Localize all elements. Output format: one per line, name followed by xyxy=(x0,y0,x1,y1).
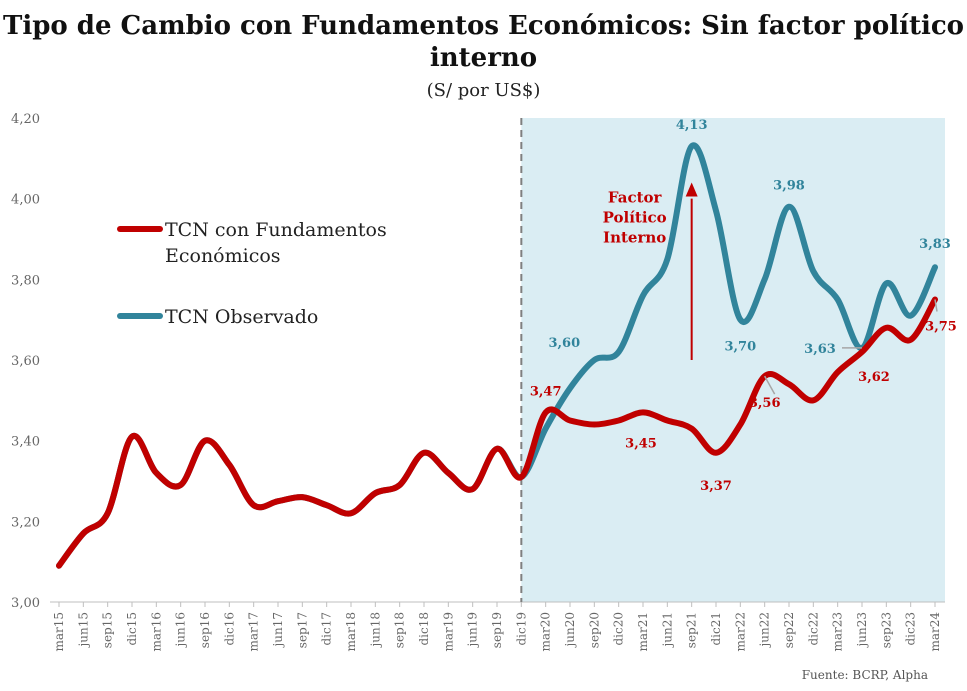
annotation-text-line: Interno xyxy=(603,229,666,247)
series-line-fundamentals xyxy=(56,296,938,569)
data-label-fundamentals: 3,56 xyxy=(749,396,781,411)
x-tick-label: mar16 xyxy=(149,612,163,652)
data-label-fundamentals: 3,45 xyxy=(625,436,657,451)
source-note: Fuente: BCRP, Alpha xyxy=(802,668,928,682)
data-label-fundamentals: 3,75 xyxy=(925,320,957,335)
x-tick-label: dic18 xyxy=(417,612,431,646)
annotation-factor: Factor Político Interno xyxy=(603,182,698,360)
annotation-arrow-head xyxy=(685,182,698,197)
annotation-text: Factor Político Interno xyxy=(603,189,667,247)
x-tick-label: mar19 xyxy=(441,612,455,652)
x-tick-label: dic16 xyxy=(222,612,236,646)
x-tick-label: mar22 xyxy=(733,612,747,652)
data-label-observed: 3,63 xyxy=(804,342,836,357)
x-tick-label: sep17 xyxy=(295,612,309,648)
x-tick-label: dic19 xyxy=(514,612,528,646)
x-tick-label: jun16 xyxy=(174,612,188,648)
x-tick-label: jun23 xyxy=(855,612,869,648)
shaded-region xyxy=(521,118,945,602)
chart-title-text: Tipo de Cambio con Fundamentos Económico… xyxy=(2,11,965,73)
data-label-fundamentals: 3,37 xyxy=(700,479,732,494)
y-axis: 3,00 3,20 3,40 3,60 3,80 4,00 4,20 xyxy=(11,112,945,611)
x-tick-label: sep15 xyxy=(101,612,115,648)
annotation-text-line: Factor xyxy=(608,189,663,207)
x-tick-label: jun15 xyxy=(76,612,90,648)
legend-label-fundamentals-line2: Económicos xyxy=(165,245,281,267)
legend-label-observed: TCN Observado xyxy=(165,306,318,328)
chart-subtitle: (S/ por US$) xyxy=(426,80,541,101)
x-tick-label: jun20 xyxy=(563,612,577,648)
x-tick-label: mar18 xyxy=(344,612,358,652)
x-tick-label: sep18 xyxy=(393,612,407,648)
x-tick-label: dic15 xyxy=(125,612,139,646)
legend-label-fundamentals-line1: TCN con Fundamentos xyxy=(165,219,387,241)
data-label-observed: 3,60 xyxy=(548,336,580,351)
x-tick-label: mar15 xyxy=(52,612,66,652)
x-tick-label: jun18 xyxy=(368,612,382,648)
y-tick-label: 3,20 xyxy=(11,515,40,530)
x-tick-label: sep19 xyxy=(490,612,504,648)
data-label-observed: 4,13 xyxy=(676,118,708,133)
x-tick-label: jun17 xyxy=(271,612,285,648)
y-tick-label: 3,00 xyxy=(11,596,40,611)
data-label-observed: 3,98 xyxy=(773,179,805,194)
x-tick-label: mar21 xyxy=(636,612,650,652)
y-tick-label: 3,80 xyxy=(11,273,40,288)
legend-label-observed-line1: TCN Observado xyxy=(165,306,318,328)
data-label-observed: 3,70 xyxy=(724,340,756,355)
x-tick-label: sep23 xyxy=(879,612,893,648)
legend-label-fundamentals: TCN con Fundamentos Económicos xyxy=(165,219,393,267)
label-leader-line xyxy=(934,299,938,312)
x-tick-label: sep20 xyxy=(587,612,601,648)
x-tick-label: mar17 xyxy=(247,612,261,652)
x-tick-label: dic21 xyxy=(709,612,723,646)
x-tick-label: jun21 xyxy=(660,612,674,648)
x-tick-label: mar20 xyxy=(539,612,553,652)
annotation-text-line: Político xyxy=(603,209,667,227)
y-tick-label: 3,60 xyxy=(11,354,40,369)
data-label-observed: 3,83 xyxy=(919,237,951,252)
data-labels: 3,60 4,13 3,70 3,98 3,63 3,83 3,47 3,45 3,37 3,56… xyxy=(530,118,957,494)
data-label-fundamentals: 3,62 xyxy=(858,370,890,385)
x-tick-label: jun22 xyxy=(758,612,772,648)
data-label-fundamentals: 3,47 xyxy=(530,384,562,399)
x-tick-label: sep21 xyxy=(685,612,699,648)
x-tick-label: mar24 xyxy=(928,612,942,652)
y-tick-label: 4,20 xyxy=(11,112,40,127)
y-tick-label: 3,40 xyxy=(11,435,40,450)
x-tick-label: dic22 xyxy=(806,612,820,646)
x-tick-label: dic17 xyxy=(320,612,334,646)
x-tick-label: dic23 xyxy=(904,612,918,646)
y-tick-label: 4,00 xyxy=(11,193,40,208)
x-tick-label: jun19 xyxy=(466,612,480,648)
chart-title: Tipo de Cambio con Fundamentos Económico… xyxy=(0,10,967,74)
legend: TCN con Fundamentos Económicos TCN Obser… xyxy=(117,219,393,328)
x-tick-label: sep16 xyxy=(198,612,212,648)
x-axis: mar15 jun15 sep15 dic15 mar16 jun16 sep16 dic16… xyxy=(52,602,942,652)
label-leader-line xyxy=(764,375,776,395)
x-tick-label: mar23 xyxy=(831,612,845,652)
x-tick-label: dic20 xyxy=(612,612,626,646)
x-tick-label: sep22 xyxy=(782,612,796,648)
